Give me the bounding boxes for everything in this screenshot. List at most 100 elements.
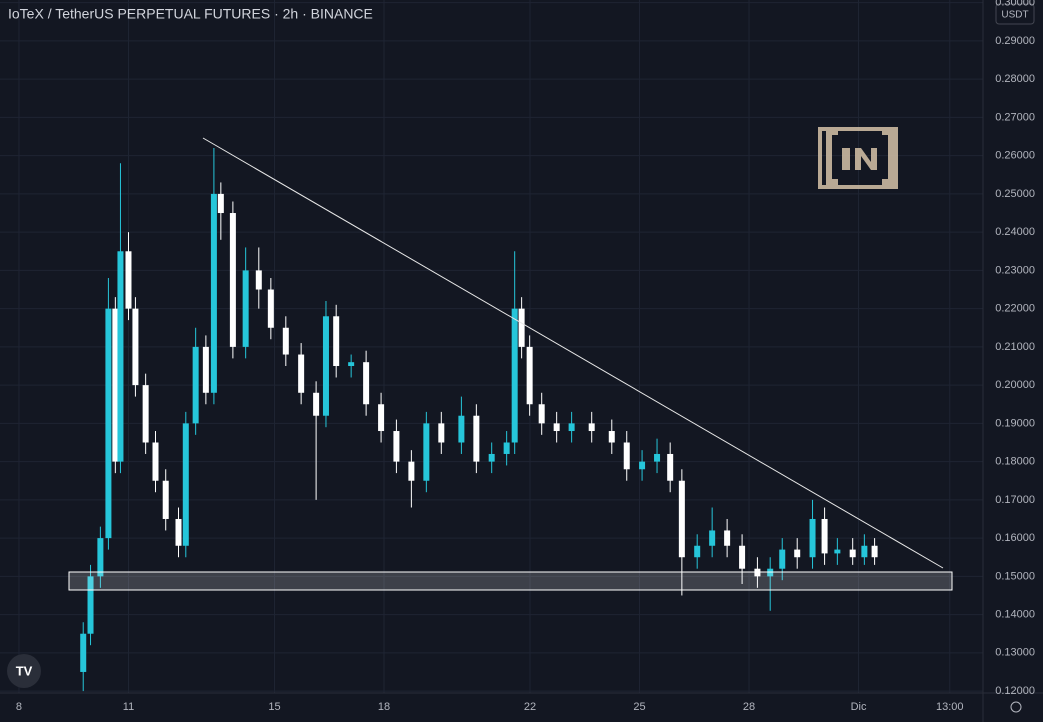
candle-body <box>175 518 182 546</box>
candle-body <box>217 193 224 214</box>
candle-body <box>623 442 630 470</box>
candle-body <box>408 461 415 481</box>
y-tick-label: 0.13000 <box>995 647 1035 659</box>
y-tick-label: 0.19000 <box>995 417 1035 429</box>
x-tick-label: 22 <box>524 701 536 713</box>
y-tick-label: 0.27000 <box>995 111 1035 123</box>
candles <box>80 148 878 692</box>
candle-body <box>639 461 646 470</box>
candle-body <box>834 549 841 554</box>
candle-body <box>97 538 104 577</box>
candle-body <box>322 316 329 416</box>
y-tick-label: 0.20000 <box>995 379 1035 391</box>
candle-body <box>724 530 731 546</box>
candle-body <box>313 392 320 416</box>
candle-body <box>694 545 701 558</box>
currency-label: USDT <box>1001 10 1028 21</box>
candle-body <box>423 423 430 481</box>
watermark-logo <box>818 127 898 189</box>
y-tick-label: 0.16000 <box>995 532 1035 544</box>
candle-body <box>678 480 685 558</box>
candle-body <box>125 251 132 309</box>
candle-body <box>568 423 575 432</box>
candle-body <box>298 354 305 393</box>
y-tick-label: 0.18000 <box>995 456 1035 468</box>
y-tick-label: 0.14000 <box>995 609 1035 621</box>
x-tick-label: 15 <box>268 701 280 713</box>
candle-body <box>267 289 274 328</box>
candle-body <box>849 549 856 558</box>
candle-body <box>608 431 615 443</box>
candle-body <box>739 545 746 569</box>
candle-body <box>794 549 801 558</box>
candle-body <box>378 404 385 432</box>
y-tick-label: 0.15000 <box>995 570 1035 582</box>
symbol-title: IoTeX / TetherUS PERPETUAL FUTURES · 2h … <box>8 6 373 22</box>
y-tick-label: 0.23000 <box>995 264 1035 276</box>
x-tick-label: 8 <box>16 701 22 713</box>
candle-body <box>117 251 124 462</box>
candle-body <box>767 568 774 577</box>
candle-body <box>152 442 159 481</box>
candle-body <box>438 423 445 443</box>
candle-body <box>105 308 112 539</box>
candle-body <box>518 308 525 347</box>
support-zone <box>68 571 953 591</box>
candle-body <box>282 327 289 355</box>
candle-body <box>229 213 236 347</box>
candle-body <box>654 453 661 462</box>
x-tick-label: 13:00 <box>936 701 964 713</box>
trend-line <box>202 137 944 569</box>
svg-text:TV: TV <box>16 663 33 678</box>
candle-body <box>503 442 510 454</box>
x-tick-label: 28 <box>743 701 755 713</box>
settings-icon[interactable] <box>1010 701 1022 713</box>
candle-body <box>255 270 262 290</box>
candle-body <box>754 568 761 577</box>
y-tick-label: 0.17000 <box>995 494 1035 506</box>
candle-body <box>192 346 199 424</box>
candle-body <box>112 308 119 462</box>
candle-body <box>538 404 545 424</box>
candle-body <box>242 270 249 347</box>
candle-body <box>202 346 209 393</box>
y-tick-label: 0.25000 <box>995 188 1035 200</box>
candle-body <box>871 545 878 558</box>
candle-body <box>132 308 139 386</box>
x-tick-label: Dic <box>851 701 867 713</box>
candle-body <box>809 518 816 558</box>
candle-body <box>488 453 495 462</box>
candle-body <box>458 415 465 443</box>
candle-body <box>511 308 518 443</box>
candle-body <box>667 453 674 481</box>
candle-body <box>473 415 480 462</box>
candle-body <box>393 431 400 462</box>
candle-body <box>821 518 828 554</box>
candle-body <box>333 316 340 367</box>
candle-body <box>588 423 595 432</box>
y-tick-label: 0.22000 <box>995 303 1035 315</box>
y-tick-label: 0.30000 <box>995 0 1035 9</box>
x-tick-label: 18 <box>378 701 390 713</box>
y-tick-label: 0.29000 <box>995 35 1035 47</box>
candle-body <box>142 385 149 443</box>
candle-body <box>80 633 87 672</box>
tv-logo: TV <box>7 654 41 688</box>
y-tick-label: 0.24000 <box>995 226 1035 238</box>
candle-body <box>182 423 189 546</box>
candle-body <box>162 480 169 519</box>
candle-body <box>779 549 786 569</box>
y-tick-label: 0.21000 <box>995 341 1035 353</box>
x-tick-label: 11 <box>123 701 134 713</box>
y-tick-label: 0.26000 <box>995 150 1035 162</box>
candle-body <box>526 346 533 405</box>
y-tick-label: 0.12000 <box>995 685 1035 697</box>
candle-body <box>709 530 716 546</box>
candle-body <box>553 423 560 432</box>
candle-body <box>861 545 868 558</box>
candle-body <box>348 362 355 367</box>
x-tick-label: 25 <box>633 701 645 713</box>
candle-body <box>87 576 94 634</box>
